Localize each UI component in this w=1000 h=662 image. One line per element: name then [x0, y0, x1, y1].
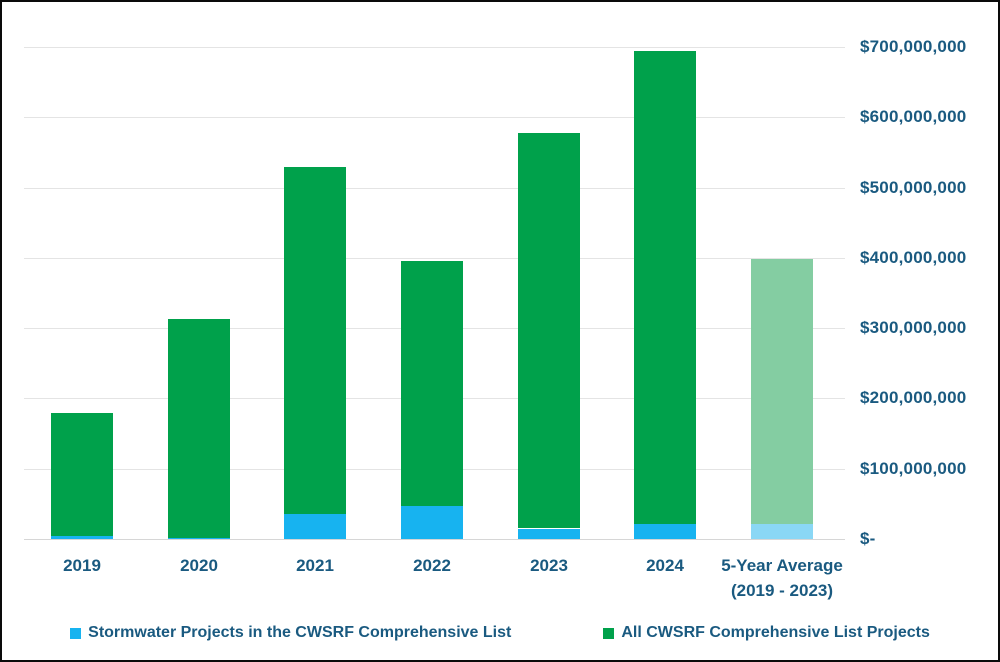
x-axis-category-label: 5-Year Average (2019 - 2023)	[692, 553, 872, 603]
y-axis-tick-label: $500,000,000	[860, 178, 967, 197]
x-axis-category-label: 2021	[225, 553, 405, 578]
x-axis-label-line: 5-Year Average	[721, 556, 843, 575]
x-axis-category-label: 2019	[2, 553, 172, 578]
bar-segment-stormwater	[284, 514, 346, 539]
y-axis-tick-label: $400,000,000	[860, 248, 967, 267]
legend-swatch-stormwater-icon	[70, 627, 82, 639]
legend-swatch-all_projects-icon	[603, 627, 615, 639]
gridline	[24, 258, 845, 259]
x-axis-label-line: 2020	[180, 556, 218, 575]
y-axis-tick-label: $300,000,000	[860, 318, 967, 337]
y-axis-tick-label: $700,000,000	[860, 37, 967, 56]
legend-item-stormwater: Stormwater Projects in the CWSRF Compreh…	[70, 624, 511, 642]
bar-segment-stormwater	[751, 524, 813, 539]
gridline	[24, 117, 845, 118]
x-axis-category-label: 2020	[109, 553, 289, 578]
x-axis-category-label: 2024	[575, 553, 755, 578]
bar-segment-all-projects	[751, 258, 813, 525]
bar-segment-all-projects	[401, 260, 463, 506]
x-axis-baseline	[24, 539, 845, 540]
bar-segment-all-projects	[634, 50, 696, 525]
bar-segment-stormwater	[518, 528, 580, 539]
bar-segment-all-projects	[51, 412, 113, 536]
x-axis-label-line: 2021	[296, 556, 334, 575]
bar-segment-stormwater	[401, 506, 463, 539]
y-axis-tick-label: $600,000,000	[860, 107, 967, 126]
legend-label: All CWSRF Comprehensive List Projects	[621, 624, 930, 641]
x-axis-label-line: 2023	[530, 556, 568, 575]
legend-label: Stormwater Projects in the CWSRF Compreh…	[88, 624, 512, 641]
x-axis-label-line: (2019 - 2023)	[730, 581, 834, 600]
y-axis-tick-label: $200,000,000	[860, 388, 967, 407]
bar-segment-all-projects	[284, 166, 346, 515]
y-axis-tick-label: $-	[860, 529, 876, 548]
gridline	[24, 188, 845, 189]
gridline	[24, 47, 845, 48]
bar-segment-all-projects	[518, 132, 580, 529]
y-axis-tick-label: $100,000,000	[860, 459, 967, 478]
bar-segment-stormwater	[168, 537, 230, 539]
bar-segment-all-projects	[168, 319, 230, 538]
legend-item-all_projects: All CWSRF Comprehensive List Projects	[603, 624, 930, 642]
x-axis-label-line: 2024	[646, 556, 684, 575]
x-axis-label-line: 2022	[413, 556, 451, 575]
bar-segment-stormwater	[51, 535, 113, 539]
legend: Stormwater Projects in the CWSRF Compreh…	[2, 617, 998, 649]
x-axis-category-label: 2022	[342, 553, 522, 578]
x-axis-category-label: 2023	[459, 553, 639, 578]
x-axis-label-line: 2019	[63, 556, 101, 575]
bar-segment-stormwater	[634, 524, 696, 539]
